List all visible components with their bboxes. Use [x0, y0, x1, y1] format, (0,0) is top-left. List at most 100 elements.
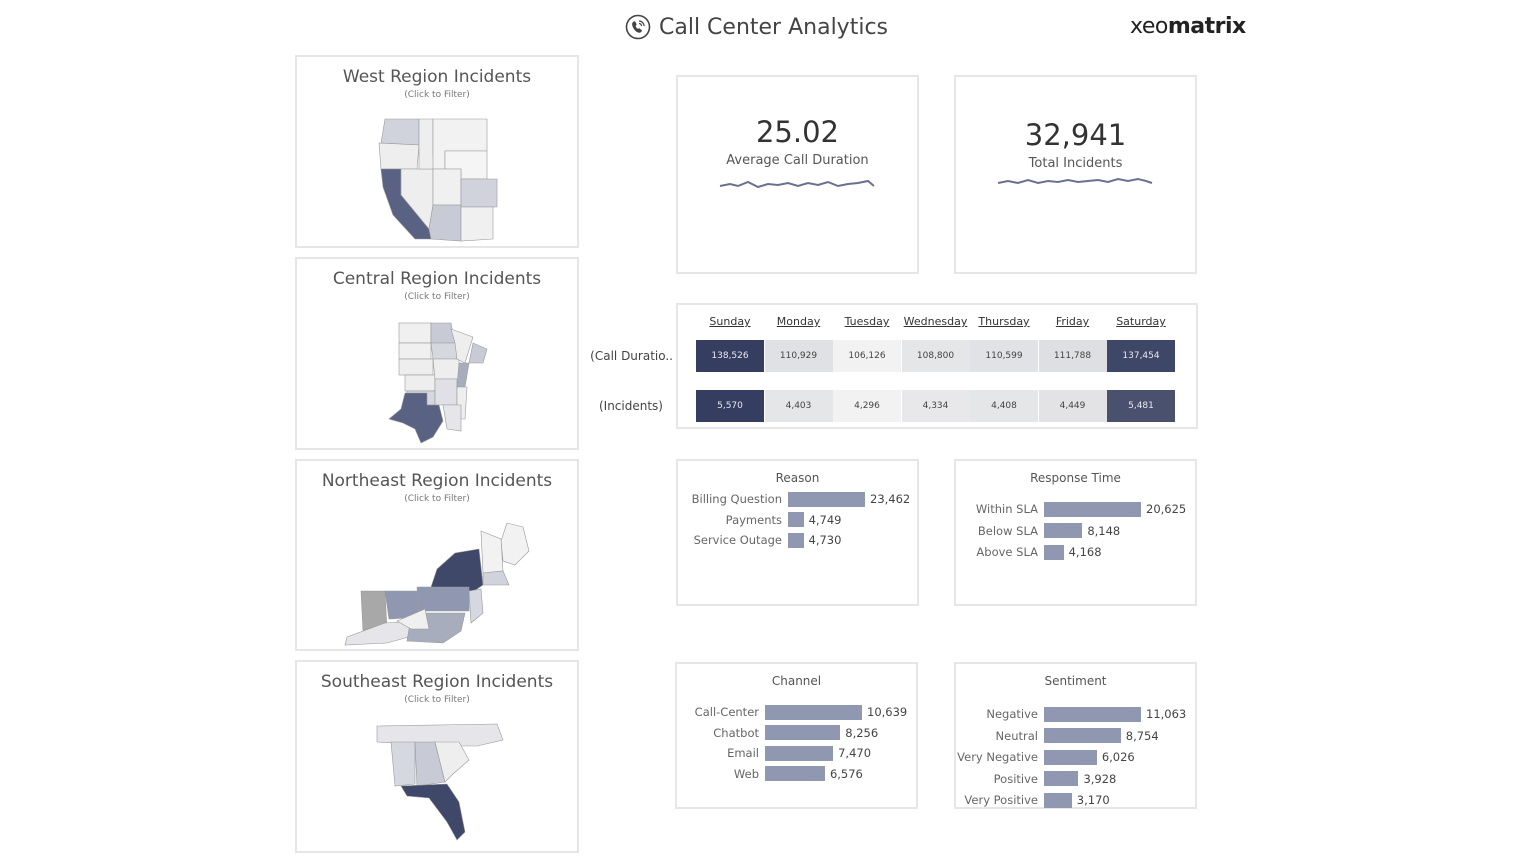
reason-chart: Reason Billing Question 23,462 Payments 4,74… — [676, 459, 919, 606]
bar-value: 4,749 — [808, 512, 842, 527]
heatmap-cell[interactable]: 5,481 — [1107, 390, 1175, 422]
bar[interactable] — [788, 491, 865, 507]
bar[interactable] — [1044, 523, 1083, 538]
bar-label: Neutral — [995, 728, 1038, 743]
bar-value: 6,576 — [829, 766, 863, 781]
channel-chart: Channel Call-Center 10,639 Chatbot 8,256 Emai… — [675, 662, 918, 809]
bar-row[interactable]: Above SLA 4,168 — [956, 544, 1102, 560]
bar-row[interactable]: Within SLA 20,625 — [956, 501, 1186, 517]
bar-row[interactable]: Call-Center 10,639 — [677, 704, 907, 720]
heatmap-row-labels: (Call Duratio.. (Incidents) — [585, 303, 673, 428]
heatmap-cell[interactable]: 4,403 — [764, 390, 833, 422]
day-header-friday[interactable]: Friday — [1055, 315, 1090, 328]
day-header-sunday[interactable]: Sunday — [709, 315, 751, 328]
row-label-call-duration: (Call Duratio.. — [590, 349, 673, 363]
bar-row[interactable]: Very Positive 3,170 — [956, 792, 1110, 808]
region-title: Northeast Region Incidents — [321, 471, 553, 491]
bar-value: 23,462 — [870, 492, 911, 506]
bar[interactable] — [1044, 706, 1141, 722]
region-title: Southeast Region Incidents — [320, 672, 554, 692]
central-region-map[interactable] — [297, 259, 581, 452]
bar-label: Billing Question — [691, 492, 782, 506]
heatmap-cell[interactable]: 110,599 — [970, 340, 1038, 372]
bar[interactable] — [1044, 501, 1141, 517]
bar[interactable] — [765, 745, 834, 761]
chart-title: Reason — [775, 471, 820, 485]
dashboard-title-text: Call Center Analytics — [659, 14, 889, 40]
bar-value: 8,754 — [1125, 728, 1159, 743]
northeast-region-panel[interactable]: Northeast Region Incidents (Click to Fil… — [295, 459, 579, 651]
heatmap-cell[interactable]: 111,788 — [1038, 340, 1107, 372]
click-to-filter-hint: (Click to Filter) — [404, 494, 470, 504]
heatmap-cell[interactable]: 5,570 — [696, 390, 764, 422]
southeast-region-map[interactable] — [297, 662, 581, 855]
bar-value: 6,026 — [1101, 750, 1135, 765]
dashboard-title: Call Center Analytics — [625, 14, 888, 40]
bar-label: Web — [733, 766, 759, 781]
bar-row[interactable]: Neutral 8,754 — [956, 728, 1159, 744]
bar-row[interactable]: Billing Question 23,462 — [678, 491, 910, 507]
bar-row[interactable]: Chatbot 8,256 — [677, 725, 878, 741]
west-region-map[interactable] — [297, 57, 581, 250]
sparkline — [719, 179, 875, 189]
bar-value: 4,168 — [1068, 545, 1102, 559]
bar-row[interactable]: Web 6,576 — [677, 766, 863, 782]
bar-row[interactable]: Negative 11,063 — [956, 706, 1186, 722]
bar-value: 7,470 — [838, 746, 872, 760]
heatmap-cell[interactable]: 106,126 — [833, 340, 901, 372]
heatmap-cell[interactable]: 4,334 — [901, 390, 970, 422]
click-to-filter-hint: (Click to Filter) — [404, 90, 470, 100]
click-to-filter-hint: (Click to Filter) — [404, 695, 470, 705]
bar[interactable] — [1044, 792, 1072, 808]
sentiment-chart: Sentiment Negative 11,063 Neutral 8,754 Very … — [954, 662, 1197, 809]
northeast-region-map[interactable] — [297, 461, 581, 653]
xeomatrix-logo: xeomatrix — [1130, 14, 1246, 39]
bar-label: Positive — [993, 771, 1038, 786]
day-header-wednesday[interactable]: Wednesday — [903, 315, 968, 328]
bar-label: Payments — [725, 512, 782, 527]
bar-label: Chatbot — [713, 725, 759, 740]
bar[interactable] — [1044, 544, 1064, 560]
total-incidents-card: 32,941 Total Incidents — [954, 75, 1197, 274]
central-region-panel[interactable]: Central Region Incidents (Click to Filte… — [295, 257, 579, 450]
day-header-thursday[interactable]: Thursday — [978, 315, 1030, 328]
bar-row[interactable]: Below SLA 8,148 — [956, 523, 1120, 539]
bar[interactable] — [1044, 771, 1079, 787]
heatmap-cell[interactable]: 108,800 — [901, 340, 970, 372]
bar-value: 4,730 — [808, 533, 842, 547]
heatmap-cell[interactable]: 137,454 — [1107, 340, 1175, 372]
bar-value: 20,625 — [1146, 502, 1187, 516]
heatmap-cell[interactable]: 110,929 — [764, 340, 833, 372]
bar-row[interactable]: Very Negative 6,026 — [956, 749, 1135, 765]
bar-row[interactable]: Positive 3,928 — [956, 771, 1116, 787]
heatmap-cell[interactable]: 4,296 — [833, 390, 901, 422]
bar[interactable] — [788, 512, 804, 527]
heatmap-cell[interactable]: 4,408 — [970, 390, 1038, 422]
day-header-tuesday[interactable]: Tuesday — [844, 315, 890, 328]
bar-row[interactable]: Email 7,470 — [677, 745, 871, 761]
west-region-panel[interactable]: West Region Incidents (Click to Filter) — [295, 55, 579, 248]
bar[interactable] — [1044, 749, 1097, 765]
bar[interactable] — [765, 725, 841, 740]
bar-label: Very Negative — [957, 750, 1038, 765]
bar[interactable] — [765, 704, 862, 720]
chart-title: Response Time — [1030, 471, 1121, 485]
bar-label: Negative — [986, 707, 1038, 721]
bar-value: 11,063 — [1146, 707, 1187, 721]
heatmap-cell[interactable]: 4,449 — [1038, 390, 1107, 422]
bar-row[interactable]: Service Outage 4,730 — [678, 532, 841, 548]
day-header-saturday[interactable]: Saturday — [1116, 315, 1166, 328]
bar-label: Above SLA — [976, 545, 1038, 559]
region-title: Central Region Incidents — [332, 269, 542, 289]
day-header-monday[interactable]: Monday — [776, 315, 821, 328]
bar-row[interactable]: Payments 4,749 — [678, 512, 842, 528]
bar-value: 3,928 — [1083, 771, 1117, 786]
average-call-duration-card: 25.02 Average Call Duration — [676, 75, 919, 274]
bar[interactable] — [788, 532, 804, 548]
chart-title: Channel — [771, 674, 822, 688]
bar[interactable] — [1044, 728, 1121, 744]
heatmap-cell[interactable]: 138,526 — [696, 340, 764, 372]
bar-label: Email — [727, 746, 759, 760]
southeast-region-panel[interactable]: Southeast Region Incidents (Click to Fil… — [295, 660, 579, 853]
bar[interactable] — [765, 766, 825, 781]
